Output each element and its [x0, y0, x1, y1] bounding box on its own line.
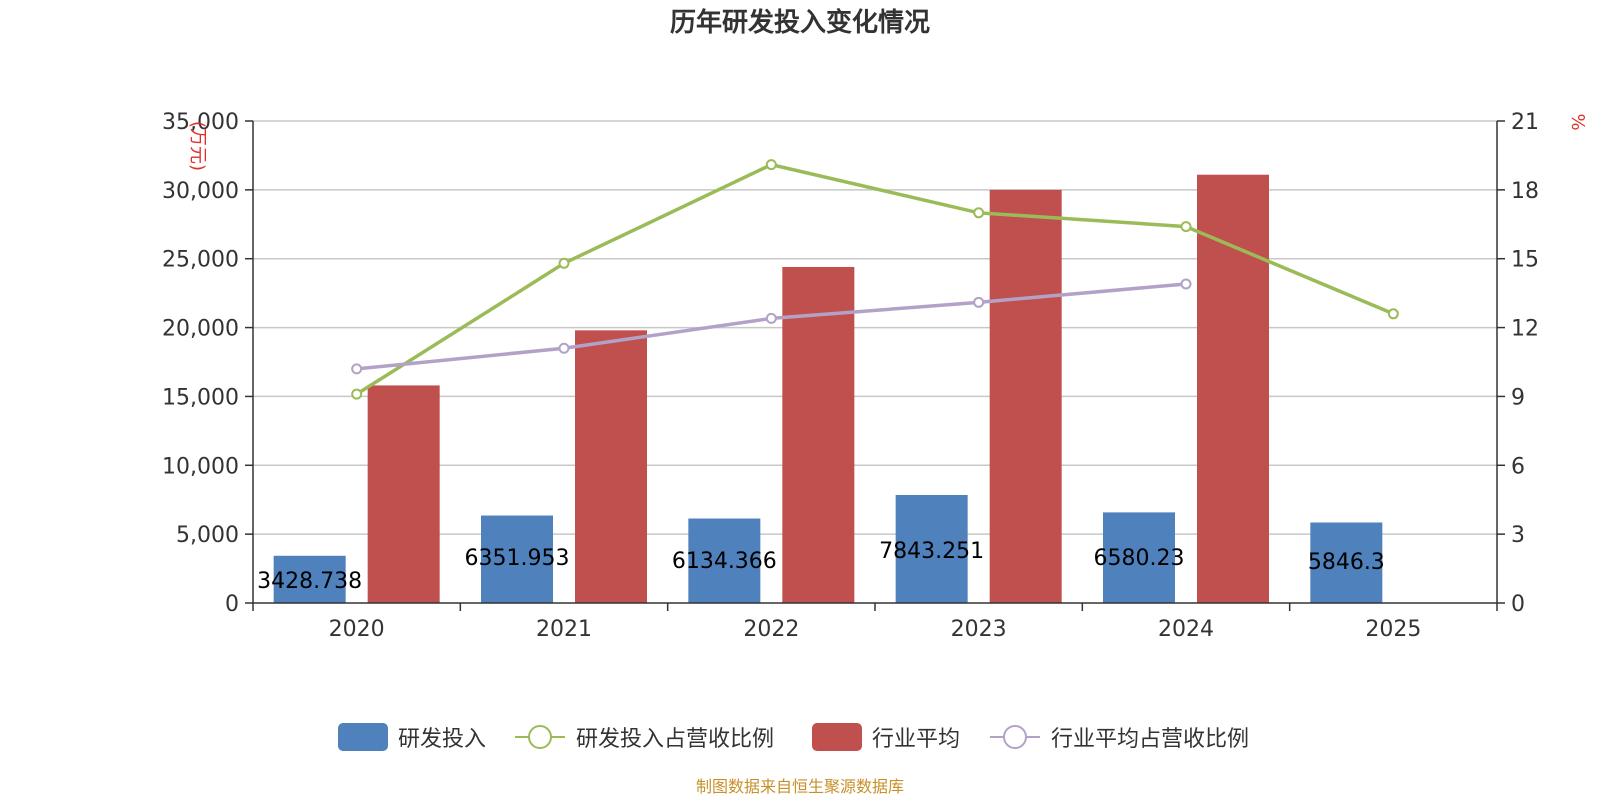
- legend-swatch-industry-average[interactable]: [812, 723, 862, 751]
- legend-label-industry-ratio: 行业平均占营收比例: [1051, 727, 1249, 752]
- right-axis-tick-label: 18: [1511, 179, 1539, 204]
- left-axis-tick-label: 10,000: [162, 454, 239, 479]
- bar-rd-investment[interactable]: [688, 518, 761, 603]
- left-axis-tick-label: 20,000: [162, 317, 239, 342]
- right-axis-tick-label: 3: [1511, 523, 1525, 548]
- chart-title: 历年研发投入变化情况: [670, 7, 930, 38]
- point-industry-ratio[interactable]: [351, 363, 363, 375]
- axes: 0 0 5,000 3 10,000 6 15,000 9 20,000 12 25,000 15 30…: [162, 110, 1539, 642]
- legend-label-rd-investment: 研发投入: [398, 727, 486, 752]
- data-label-rd-investment: 6580.23: [1094, 546, 1185, 571]
- right-axis-tick-label: 6: [1511, 454, 1525, 479]
- data-label-rd-investment: 6134.366: [672, 549, 777, 574]
- point-rd-ratio[interactable]: [1180, 221, 1192, 233]
- left-axis-tick-label: 5,000: [176, 523, 239, 548]
- data-label-rd-investment: 3428.738: [257, 569, 362, 594]
- bar-industry-average[interactable]: [575, 330, 647, 603]
- left-axis-tick-label: 15,000: [162, 385, 239, 410]
- left-axis-tick-label: 30,000: [162, 179, 239, 204]
- left-axis-unit: (万元): [187, 121, 208, 171]
- bar-rd-investment[interactable]: [481, 515, 553, 603]
- point-industry-ratio[interactable]: [1180, 278, 1192, 290]
- data-label-rd-investment: 7843.251: [879, 539, 984, 564]
- point-industry-ratio[interactable]: [558, 342, 570, 354]
- point-rd-ratio[interactable]: [1387, 308, 1399, 320]
- left-axis-tick-label: 0: [225, 592, 239, 617]
- left-axis-tick-label: 25,000: [162, 248, 239, 273]
- bar-rd-investment[interactable]: [1310, 522, 1383, 603]
- x-axis-tick-label: 2025: [1365, 617, 1421, 642]
- bar-rd-investment[interactable]: [1103, 512, 1175, 603]
- right-axis-tick-label: 12: [1511, 317, 1539, 342]
- legend-swatch-rd-investment[interactable]: [338, 723, 388, 751]
- bar-rd-investment[interactable]: [895, 494, 968, 603]
- x-axis-tick-label: 2021: [536, 617, 592, 642]
- line-rd-ratio: [355, 162, 1395, 396]
- bar-industry-average[interactable]: [367, 385, 440, 603]
- data-source: 制图数据来自恒生聚源数据库: [696, 777, 904, 796]
- x-axis-tick-label: 2022: [743, 617, 799, 642]
- x-axis-tick-label: 2024: [1158, 617, 1214, 642]
- legend-marker-industry-ratio[interactable]: [1003, 725, 1027, 749]
- right-axis-tick-label: 0: [1511, 592, 1525, 617]
- bar-rd-investment[interactable]: [273, 555, 346, 603]
- point-industry-ratio[interactable]: [973, 296, 985, 308]
- legend-label-industry-average: 行业平均: [872, 727, 960, 752]
- legend-marker-rd-ratio[interactable]: [528, 725, 552, 749]
- data-label-rd-investment: 6351.953: [465, 546, 570, 571]
- right-axis-unit: %: [1567, 113, 1588, 130]
- bars: [273, 174, 1383, 604]
- left-axis-tick-label: 35,000: [162, 110, 239, 135]
- right-axis-tick-label: 9: [1511, 385, 1525, 410]
- right-axis-tick-label: 21: [1511, 110, 1539, 135]
- point-rd-ratio[interactable]: [765, 159, 777, 171]
- data-labels: 3428.738 6351.953 6134.366 7843.251 6580.23 5…: [257, 539, 1385, 594]
- point-rd-ratio[interactable]: [351, 388, 363, 400]
- lines: [351, 159, 1399, 400]
- data-label-rd-investment: 5846.3: [1308, 550, 1385, 575]
- x-axis-tick-label: 2020: [329, 617, 385, 642]
- x-axis-tick-label: 2023: [951, 617, 1007, 642]
- point-rd-ratio[interactable]: [558, 257, 570, 269]
- legend-label-rd-ratio: 研发投入占营收比例: [576, 727, 774, 752]
- bar-industry-average[interactable]: [782, 266, 855, 603]
- point-rd-ratio[interactable]: [973, 207, 985, 219]
- legend: 研发投入 研发投入占营收比例 行业平均 行业平均占营收比例: [338, 723, 1249, 752]
- bar-industry-average[interactable]: [1197, 174, 1269, 604]
- right-axis-tick-label: 15: [1511, 248, 1539, 273]
- bar-industry-average[interactable]: [989, 189, 1062, 603]
- point-industry-ratio[interactable]: [765, 312, 777, 324]
